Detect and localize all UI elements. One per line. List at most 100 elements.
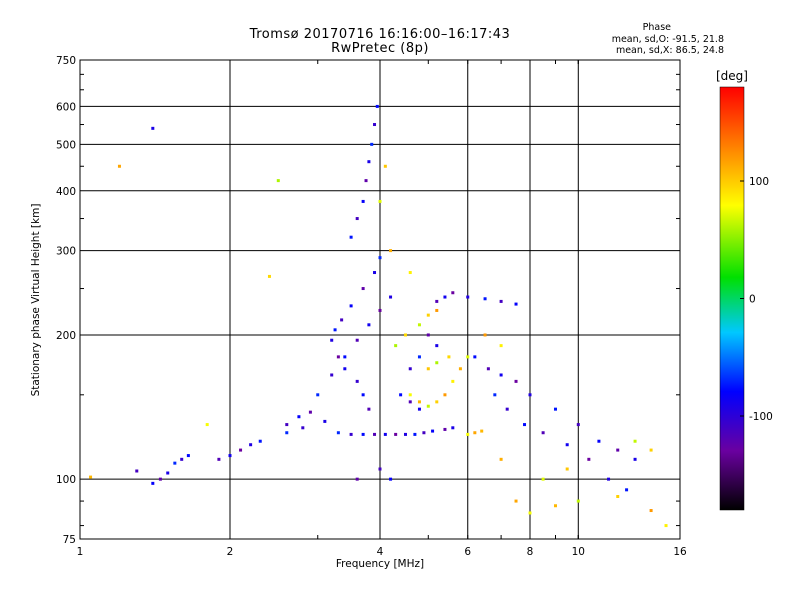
data-point-o: [180, 457, 184, 461]
y-tick-label: 500: [56, 139, 76, 151]
data-point-x: [451, 379, 455, 383]
data-point-o: [514, 379, 518, 383]
y-tick-label: 75: [63, 534, 76, 546]
x-axis-label: Frequency [MHz]: [335, 558, 425, 570]
data-point-x: [466, 432, 470, 436]
data-point-o: [483, 297, 487, 301]
data-point-o: [389, 477, 393, 481]
data-point-x: [426, 367, 430, 371]
data-point-o: [316, 393, 320, 397]
data-point-o: [343, 355, 347, 359]
phase-stats-x: mean, sd,X: 86.5, 24.8: [615, 45, 724, 56]
data-point-x: [466, 355, 470, 359]
data-point-o: [367, 323, 371, 327]
data-point-x: [649, 448, 653, 452]
x-tick-label: 6: [464, 546, 471, 558]
data-point-x: [435, 308, 439, 312]
phase-stats-title: Phase: [642, 22, 672, 33]
data-point-o: [361, 287, 365, 291]
data-point-o: [355, 379, 359, 383]
data-point-o: [443, 295, 447, 299]
data-point-o: [249, 443, 253, 447]
data-point-x: [576, 499, 580, 503]
x-tick-label: 4: [377, 546, 384, 558]
data-point-o: [336, 355, 340, 359]
colorbar-tick-label: 100: [749, 176, 769, 188]
data-point-o: [355, 217, 359, 221]
data-point-x: [205, 423, 209, 427]
data-point-o: [323, 419, 327, 423]
data-point-o: [135, 469, 139, 473]
data-point-o: [493, 393, 497, 397]
data-point-o: [158, 477, 162, 481]
data-point-x: [664, 524, 668, 528]
data-point-x: [633, 439, 637, 443]
data-point-o: [285, 431, 289, 435]
data-point-o: [367, 160, 371, 164]
data-point-o: [373, 123, 377, 127]
data-point-o: [378, 256, 382, 260]
y-tick-label: 200: [56, 330, 76, 342]
data-point-o: [435, 299, 439, 303]
data-point-o: [330, 373, 334, 377]
data-point-x: [276, 179, 280, 183]
colorbar-tick-label: -100: [749, 411, 773, 423]
data-point-x: [616, 494, 620, 498]
chart-title: Tromsø 20170716 16:16:00–16:17:43: [249, 27, 511, 42]
data-point-o: [361, 199, 365, 203]
data-point-o: [616, 448, 620, 452]
colorbar-tick-label: 0: [749, 294, 756, 306]
x-tick-label: 16: [673, 546, 687, 558]
data-point-o: [466, 295, 470, 299]
x-tick-label: 10: [572, 546, 585, 558]
data-point-o: [431, 429, 435, 433]
data-point-o: [373, 271, 377, 275]
y-tick-label: 400: [56, 186, 76, 198]
data-point-x: [499, 344, 503, 348]
data-point-o: [523, 423, 527, 427]
data-point-o: [333, 328, 337, 332]
data-point-x: [378, 199, 382, 203]
data-point-o: [625, 488, 629, 492]
data-point-o: [528, 393, 532, 397]
data-point-o: [541, 431, 545, 435]
data-point-o: [607, 477, 611, 481]
y-tick-label: 600: [56, 101, 76, 113]
data-point-o: [361, 393, 365, 397]
data-point-o: [403, 432, 407, 436]
data-point-o: [576, 423, 580, 427]
data-point-o: [451, 426, 455, 430]
data-point-o: [355, 477, 359, 481]
data-point-x: [649, 509, 653, 513]
data-point-o: [336, 431, 340, 435]
data-point-x: [443, 393, 447, 397]
phase-stats-o: mean, sd,O: -91.5, 21.8: [611, 33, 724, 45]
data-point-x: [458, 367, 462, 371]
data-point-o: [399, 393, 403, 397]
data-point-o: [378, 308, 382, 312]
x-tick-label: 1: [77, 546, 84, 558]
axis-ticks: 1 2 4 6 8 10 16 75 100 200 300 400 500 600 750: [56, 55, 687, 558]
data-point-x: [117, 164, 121, 168]
data-point-o: [370, 142, 374, 146]
grid-lines: [80, 60, 680, 539]
data-point-o: [258, 439, 262, 443]
data-point-x: [553, 504, 557, 508]
data-point-x: [473, 431, 477, 435]
colorbar-unit: [deg]: [716, 69, 748, 83]
data-point-o: [486, 367, 490, 371]
data-point-o: [308, 410, 312, 414]
data-point-o: [375, 104, 379, 108]
data-point-o: [389, 295, 393, 299]
data-point-o: [443, 427, 447, 431]
data-point-o: [217, 457, 221, 461]
data-point-x: [541, 477, 545, 481]
data-point-o: [285, 423, 289, 427]
data-point-o: [587, 457, 591, 461]
data-point-x: [403, 333, 407, 337]
y-tick-label: 750: [56, 55, 76, 67]
data-point-o: [413, 432, 417, 436]
data-point-o: [514, 302, 518, 306]
data-point-x: [389, 249, 393, 253]
data-point-o: [340, 318, 344, 322]
